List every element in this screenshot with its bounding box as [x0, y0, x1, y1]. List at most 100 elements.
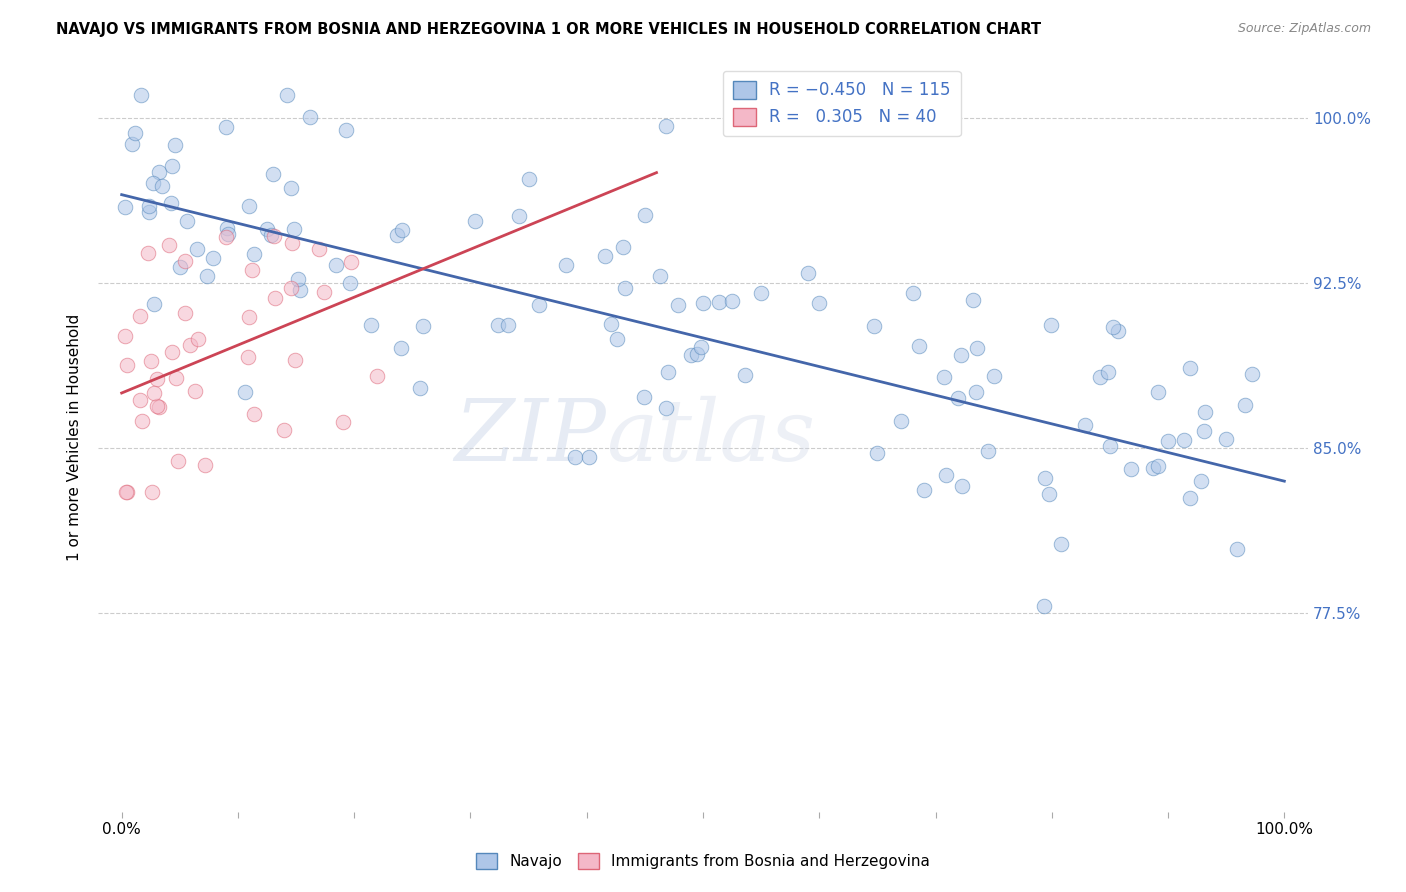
- Point: [391, 223, 413, 237]
- Point: [1098, 439, 1121, 453]
- Point: [260, 227, 283, 242]
- Point: [1090, 369, 1112, 384]
- Point: [734, 368, 756, 382]
- Point: [600, 317, 623, 331]
- Point: [202, 251, 225, 265]
- Point: [243, 246, 266, 260]
- Point: [340, 255, 363, 269]
- Point: [217, 227, 239, 241]
- Point: [508, 209, 530, 223]
- Point: [707, 295, 730, 310]
- Point: [387, 227, 409, 242]
- Point: [1157, 434, 1180, 449]
- Point: [1215, 433, 1237, 447]
- Point: [578, 450, 600, 464]
- Point: [907, 339, 929, 353]
- Point: [1147, 458, 1170, 473]
- Point: [1107, 324, 1129, 338]
- Point: [262, 167, 284, 181]
- Point: [655, 401, 678, 415]
- Legend: R = −0.450   N = 115, R =   0.305   N = 40: R = −0.450 N = 115, R = 0.305 N = 40: [723, 70, 960, 136]
- Point: [934, 369, 956, 384]
- Point: [1142, 461, 1164, 475]
- Point: [288, 283, 311, 297]
- Point: [142, 385, 165, 400]
- Point: [148, 164, 170, 178]
- Point: [325, 258, 347, 272]
- Point: [335, 123, 357, 137]
- Point: [977, 444, 1000, 458]
- Point: [264, 291, 287, 305]
- Point: [238, 310, 260, 325]
- Y-axis label: 1 or more Vehicles in Household: 1 or more Vehicles in Household: [67, 313, 83, 561]
- Point: [692, 296, 714, 310]
- Point: [233, 385, 256, 400]
- Point: [1178, 360, 1201, 375]
- Point: [690, 340, 713, 354]
- Point: [121, 136, 143, 151]
- Point: [901, 286, 924, 301]
- Point: [1033, 471, 1056, 485]
- Point: [796, 266, 818, 280]
- Point: [606, 332, 628, 346]
- Point: [142, 297, 165, 311]
- Point: [965, 385, 987, 400]
- Point: [983, 368, 1005, 383]
- Point: [633, 390, 655, 404]
- Point: [160, 196, 183, 211]
- Point: [1121, 462, 1143, 476]
- Point: [1226, 542, 1249, 557]
- Point: [115, 485, 138, 500]
- Point: [238, 199, 260, 213]
- Point: [634, 208, 657, 222]
- Point: [962, 293, 984, 307]
- Point: [183, 384, 205, 398]
- Point: [1097, 365, 1119, 379]
- Point: [169, 260, 191, 274]
- Point: [162, 159, 184, 173]
- Point: [263, 229, 285, 244]
- Point: [332, 415, 354, 429]
- Point: [409, 381, 432, 395]
- Point: [141, 485, 163, 500]
- Point: [863, 318, 886, 333]
- Point: [935, 467, 957, 482]
- Point: [657, 365, 679, 379]
- Point: [174, 254, 197, 268]
- Point: [486, 318, 509, 332]
- Point: [194, 458, 217, 472]
- Point: [150, 179, 173, 194]
- Point: [1178, 491, 1201, 505]
- Point: [808, 296, 831, 310]
- Point: [148, 400, 170, 414]
- Point: [136, 246, 159, 260]
- Point: [966, 341, 988, 355]
- Point: [179, 337, 201, 351]
- Point: [686, 347, 709, 361]
- Point: [115, 485, 138, 500]
- Point: [256, 221, 278, 235]
- Point: [138, 199, 160, 213]
- Point: [721, 294, 744, 309]
- Point: [912, 483, 935, 498]
- Text: NAVAJO VS IMMIGRANTS FROM BOSNIA AND HERZEGOVINA 1 OR MORE VEHICLES IN HOUSEHOLD: NAVAJO VS IMMIGRANTS FROM BOSNIA AND HER…: [56, 22, 1042, 37]
- Point: [142, 177, 165, 191]
- Point: [1033, 599, 1056, 614]
- Point: [1102, 319, 1125, 334]
- Point: [1189, 475, 1212, 489]
- Point: [160, 344, 183, 359]
- Point: [1194, 405, 1216, 419]
- Point: [529, 298, 551, 312]
- Point: [165, 371, 187, 385]
- Point: [412, 319, 434, 334]
- Point: [650, 268, 672, 283]
- Point: [496, 318, 519, 332]
- Point: [115, 358, 138, 372]
- Point: [215, 221, 238, 235]
- Point: [215, 230, 238, 244]
- Point: [173, 305, 195, 319]
- Point: [163, 138, 186, 153]
- Point: [666, 298, 689, 312]
- Point: [273, 423, 295, 437]
- Point: [186, 242, 208, 256]
